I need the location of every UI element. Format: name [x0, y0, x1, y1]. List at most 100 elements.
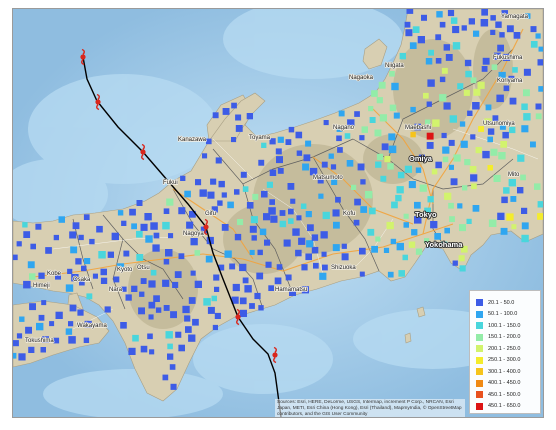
station-square[interactable] [490, 29, 496, 35]
station-square[interactable] [346, 160, 354, 167]
station-square[interactable] [408, 181, 416, 189]
station-square[interactable] [425, 119, 431, 125]
station-square[interactable] [424, 238, 430, 244]
station-square[interactable] [538, 46, 544, 52]
station-square[interactable] [170, 311, 177, 319]
station-square[interactable] [447, 9, 455, 17]
station-square[interactable] [464, 159, 471, 166]
station-square[interactable] [129, 208, 136, 216]
station-square[interactable] [415, 248, 423, 255]
station-square[interactable] [256, 272, 264, 280]
station-square[interactable] [313, 262, 319, 269]
station-square[interactable] [153, 295, 160, 302]
station-square[interactable] [332, 209, 340, 217]
station-square[interactable] [403, 213, 409, 219]
station-square[interactable] [266, 181, 273, 188]
station-square[interactable] [367, 228, 375, 236]
station-square[interactable] [502, 131, 509, 139]
station-square[interactable] [261, 142, 267, 148]
station-square[interactable] [309, 167, 318, 176]
station-square[interactable] [163, 259, 170, 265]
station-square[interactable] [336, 135, 342, 142]
station-square[interactable] [170, 383, 177, 390]
station-square[interactable] [258, 159, 265, 166]
station-square[interactable] [295, 249, 302, 257]
station-square[interactable] [116, 263, 125, 271]
station-square[interactable] [107, 251, 114, 258]
station-square[interactable] [376, 153, 384, 160]
station-square[interactable] [410, 106, 416, 113]
station-square[interactable] [22, 222, 28, 228]
station-square[interactable] [459, 121, 466, 127]
station-square[interactable] [178, 344, 185, 352]
station-square[interactable] [190, 270, 196, 276]
station-square[interactable] [419, 184, 427, 192]
station-square[interactable] [25, 326, 32, 334]
station-square[interactable] [430, 221, 438, 229]
station-square[interactable] [131, 223, 137, 230]
station-square[interactable] [482, 57, 490, 65]
station-square[interactable] [395, 194, 402, 202]
station-square[interactable] [145, 235, 153, 243]
station-square[interactable] [36, 322, 44, 331]
station-square[interactable] [360, 206, 367, 213]
station-square[interactable] [205, 255, 213, 263]
station-square[interactable] [481, 66, 488, 72]
station-square[interactable] [535, 33, 541, 39]
station-square[interactable] [473, 30, 480, 37]
station-square[interactable] [192, 318, 199, 326]
station-square[interactable] [214, 312, 221, 319]
station-square[interactable] [202, 153, 208, 159]
station-square[interactable] [65, 328, 73, 335]
station-square[interactable] [270, 215, 278, 223]
station-square[interactable] [285, 139, 292, 145]
station-square[interactable] [55, 311, 63, 319]
station-square[interactable] [374, 129, 382, 137]
station-square[interactable] [322, 264, 328, 271]
station-square[interactable] [92, 273, 98, 279]
station-square[interactable] [81, 265, 87, 272]
station-square[interactable] [184, 190, 191, 198]
station-square[interactable] [448, 139, 455, 146]
station-square[interactable] [492, 115, 499, 122]
station-square[interactable] [388, 145, 397, 154]
station-square[interactable] [439, 76, 446, 83]
station-square[interactable] [190, 238, 198, 246]
station-square[interactable] [210, 178, 217, 185]
station-square[interactable] [465, 70, 472, 78]
station-square[interactable] [404, 21, 411, 28]
station-square[interactable] [136, 230, 143, 238]
station-square[interactable] [461, 25, 467, 31]
station-square[interactable] [353, 219, 360, 226]
station-square[interactable] [408, 241, 416, 248]
station-square[interactable] [537, 213, 543, 220]
station-square[interactable] [27, 261, 35, 269]
station-square[interactable] [412, 26, 420, 33]
station-square[interactable] [490, 148, 498, 156]
station-square[interactable] [441, 132, 447, 139]
station-square[interactable] [354, 198, 361, 206]
station-square[interactable] [521, 125, 529, 133]
station-square[interactable] [231, 102, 237, 109]
station-square[interactable] [478, 126, 484, 132]
station-square[interactable] [311, 246, 319, 254]
station-square[interactable] [538, 86, 543, 92]
station-square[interactable] [427, 79, 435, 87]
station-square[interactable] [287, 183, 295, 190]
station-square[interactable] [508, 179, 516, 187]
station-square[interactable] [378, 81, 386, 89]
station-square[interactable] [475, 147, 482, 154]
station-square[interactable] [517, 154, 525, 162]
station-square[interactable] [344, 133, 351, 139]
station-square[interactable] [86, 293, 93, 300]
station-square[interactable] [279, 220, 287, 228]
station-square[interactable] [65, 284, 74, 292]
station-square[interactable] [338, 110, 345, 117]
station-square[interactable] [222, 108, 230, 115]
station-square[interactable] [386, 221, 394, 230]
station-square[interactable] [414, 123, 421, 131]
station-square[interactable] [321, 161, 328, 168]
station-square[interactable] [71, 274, 79, 282]
station-square[interactable] [234, 233, 242, 241]
station-square[interactable] [500, 141, 507, 148]
